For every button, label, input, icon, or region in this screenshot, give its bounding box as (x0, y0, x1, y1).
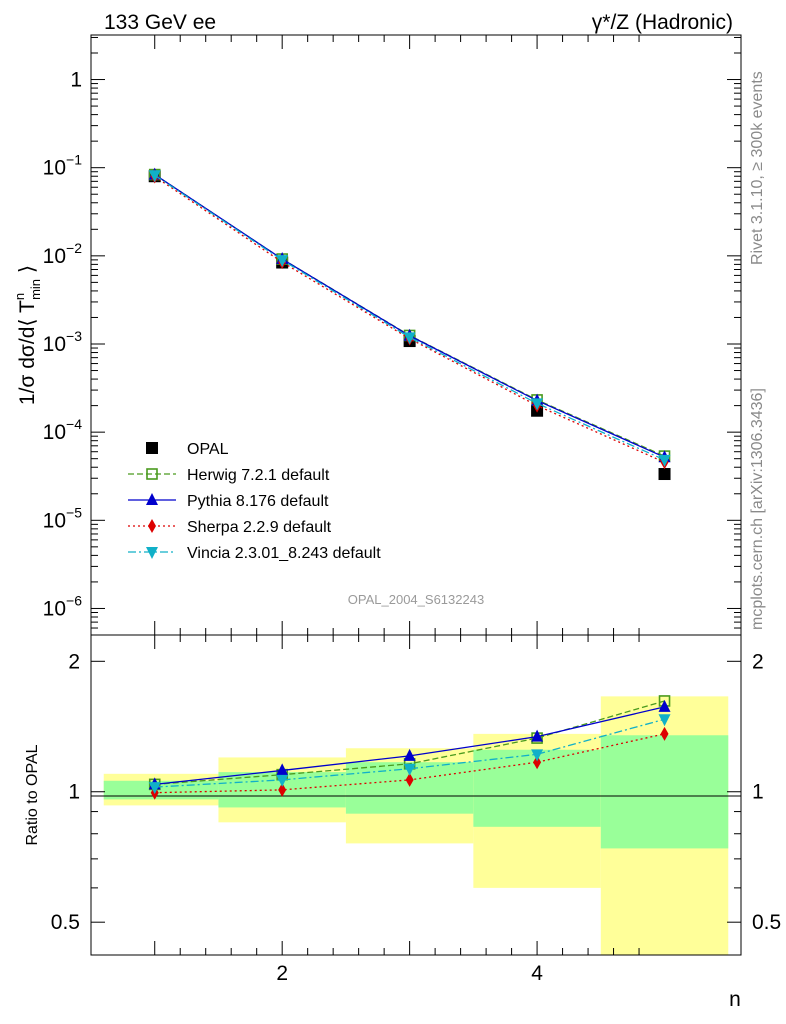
data-point-vincia-2-3-01-8-243-default (531, 398, 544, 411)
legend-marker (146, 547, 158, 559)
header-left-title: 133 GeV ee (104, 11, 216, 34)
series-line-pythia-8-176-default (154, 174, 665, 458)
ratio-y-tick-label-right: 1 (752, 781, 764, 804)
main-series-opal (148, 170, 671, 481)
analysis-watermark: OPAL_2004_S6132243 (348, 592, 484, 607)
mcplots-reference-label: mcplots.cern.ch [arXiv:1306.3436] (749, 388, 766, 630)
data-point-opal (658, 468, 671, 481)
ratio-point-pythia-8-176-default (403, 748, 416, 761)
legend-marker (148, 519, 156, 533)
legend-label: OPAL (187, 441, 229, 458)
ratio-point-sherpa-2-2-9-default (533, 755, 542, 770)
ratio-point-sherpa-2-2-9-default (405, 772, 414, 787)
legend-label: Herwig 7.2.1 default (187, 467, 330, 484)
main-y-ticks (91, 35, 741, 636)
ratio-y-tick-label-right: 0.5 (752, 911, 781, 934)
rivet-version-label: Rivet 3.1.10, ≥ 300k events (749, 71, 766, 265)
main-panel: 1 10−1 10−2 10−3 10−4 10−5 10−6 1/σ dσ/d⟨ Tnmi… (12, 34, 742, 636)
ratio-series-vincia-2-3-01-8-243-default (148, 714, 671, 795)
ratio-point-pythia-8-176-default (531, 729, 544, 742)
ratio-series-sherpa-2-2-9-default (150, 726, 669, 800)
legend-item-opal: OPAL (146, 441, 229, 458)
legend-label: Vincia 2.3.01_8.243 default (187, 545, 381, 562)
main-y-tick-labels: 1 10−1 10−2 10−3 10−4 10−5 10−6 (43, 69, 83, 621)
main-series-pythia-8-176-default (148, 167, 671, 463)
legend-item-sherpa-2-2-9-default: Sherpa 2.2.9 default (128, 519, 332, 536)
ratio-y-axis-label: Ratio to OPAL (24, 744, 41, 845)
ratio-series-group (148, 695, 671, 800)
legend-marker (146, 493, 158, 505)
ratio-ticks (91, 635, 741, 955)
data-point-vincia-2-3-01-8-243-default (148, 170, 161, 183)
legend-label: Sherpa 2.2.9 default (187, 519, 332, 536)
data-point-vincia-2-3-01-8-243-default (403, 332, 416, 345)
main-y-tick-label: 10−4 (43, 416, 83, 444)
legend-label: Pythia 8.176 default (187, 493, 329, 510)
series-line-herwig-7-2-1-default (154, 174, 665, 457)
legend-marker (146, 468, 158, 480)
ratio-panel: 0.5 0.5 1 1 2 2 2 4 Ratio to OPAL n (24, 634, 781, 1011)
ratio-y-tick-label: 2 (68, 650, 80, 673)
data-point-vincia-2-3-01-8-243-default (276, 255, 289, 268)
main-y-tick-label: 10−6 (43, 592, 83, 620)
ratio-point-vincia-2-3-01-8-243-default (531, 749, 544, 762)
x-tick-label: 4 (531, 962, 543, 985)
ratio-uncertainty-bands (103, 696, 729, 955)
x-tick-label: 2 (276, 962, 288, 985)
x-axis-label: n (729, 988, 741, 1011)
ratio-y-tick-label: 0.5 (51, 911, 80, 934)
main-y-tick-label: 10−3 (43, 328, 83, 356)
main-y-tick-label: 10−1 (43, 152, 83, 180)
main-series-group (148, 167, 671, 481)
main-y-tick-label: 10−2 (43, 240, 83, 268)
data-point-vincia-2-3-01-8-243-default (658, 454, 671, 467)
ratio-y-tick-label-right: 2 (752, 650, 764, 673)
series-line-vincia-2-3-01-8-243-default (154, 174, 665, 461)
ratio-point-pythia-8-176-default (276, 763, 289, 776)
ratio-frame (90, 634, 742, 956)
ratio-point-vincia-2-3-01-8-243-default (276, 774, 289, 787)
main-series-vincia-2-3-01-8-243-default (148, 170, 671, 467)
band-inner (600, 735, 729, 849)
ratio-point-vincia-2-3-01-8-243-default (403, 763, 416, 776)
ratio-point-vincia-2-3-01-8-243-default (658, 714, 671, 727)
ratio-y-tick-label: 1 (68, 781, 80, 804)
legend: OPAL Herwig 7.2.1 default Pythia 8.176 def… (128, 441, 381, 562)
ratio-line-vincia-2-3-01-8-243-default (154, 718, 665, 788)
ratio-point-pythia-8-176-default (658, 699, 671, 712)
ratio-tick-labels: 0.5 0.5 1 1 2 2 2 4 (51, 650, 781, 985)
header-right-title: γ*/Z (Hadronic) (592, 11, 733, 34)
legend-item-herwig-7-2-1-default: Herwig 7.2.1 default (128, 467, 330, 484)
ratio-point-vincia-2-3-01-8-243-default (148, 782, 161, 795)
ratio-point-sherpa-2-2-9-default (278, 782, 287, 797)
main-y-axis-label: 1/σ dσ/d⟨ Tnmin ⟩ (12, 265, 43, 405)
legend-item-vincia-2-3-01-8-243-default: Vincia 2.3.01_8.243 default (128, 545, 381, 562)
main-y-tick-label: 1 (70, 69, 82, 92)
legend-marker (146, 442, 158, 454)
series-line-sherpa-2-2-9-default (154, 175, 665, 463)
main-y-tick-label: 10−5 (43, 504, 83, 532)
ratio-point-sherpa-2-2-9-default (660, 726, 669, 741)
legend-item-pythia-8-176-default: Pythia 8.176 default (128, 493, 329, 510)
main-series-herwig-7-2-1-default (148, 168, 671, 462)
